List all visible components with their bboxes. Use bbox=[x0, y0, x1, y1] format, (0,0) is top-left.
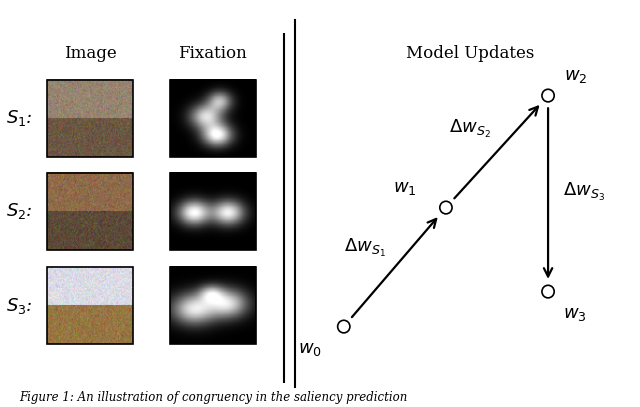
Text: $w_2$: $w_2$ bbox=[564, 67, 587, 85]
Text: Figure 1: An illustration of congruency in the saliency prediction: Figure 1: An illustration of congruency … bbox=[19, 391, 408, 404]
Bar bbox=[47, 173, 133, 249]
Text: $\Delta w_{S_1}$: $\Delta w_{S_1}$ bbox=[344, 237, 385, 259]
Text: $S_2$:: $S_2$: bbox=[6, 201, 33, 221]
Text: $\Delta w_{S_3}$: $\Delta w_{S_3}$ bbox=[563, 181, 605, 203]
Circle shape bbox=[338, 320, 350, 333]
Text: Image: Image bbox=[64, 45, 116, 62]
Circle shape bbox=[542, 285, 554, 298]
Bar bbox=[170, 267, 255, 344]
Text: Fixation: Fixation bbox=[178, 45, 247, 62]
Text: $\Delta w_{S_2}$: $\Delta w_{S_2}$ bbox=[449, 118, 491, 140]
Circle shape bbox=[542, 89, 554, 102]
Bar bbox=[170, 173, 255, 249]
Circle shape bbox=[440, 201, 452, 214]
Bar bbox=[170, 80, 255, 157]
Text: $w_3$: $w_3$ bbox=[563, 305, 587, 323]
Text: Model Updates: Model Updates bbox=[406, 45, 534, 62]
Text: $S_3$:: $S_3$: bbox=[6, 295, 33, 315]
Text: $S_1$:: $S_1$: bbox=[6, 108, 33, 128]
Bar bbox=[47, 80, 133, 157]
Text: $w_0$: $w_0$ bbox=[298, 340, 322, 358]
Bar bbox=[47, 267, 133, 344]
Text: $w_1$: $w_1$ bbox=[393, 179, 417, 197]
